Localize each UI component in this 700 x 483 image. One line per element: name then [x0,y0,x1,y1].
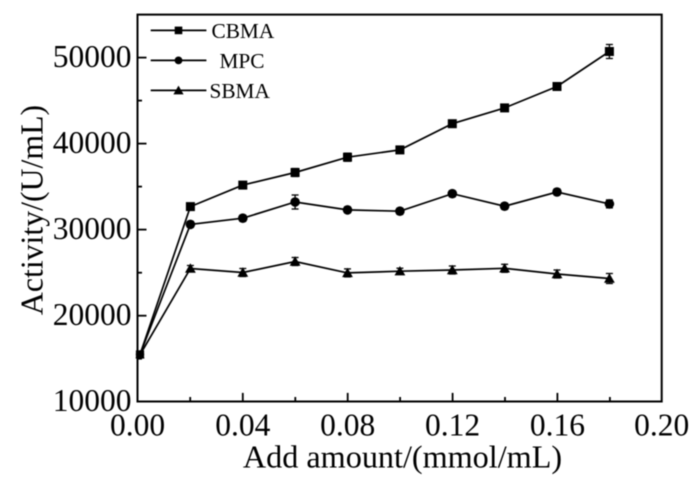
svg-text:0.20: 0.20 [634,408,689,443]
svg-text:0.04: 0.04 [215,408,270,443]
svg-text:0.00: 0.00 [110,408,165,443]
svg-text:20000: 20000 [53,297,132,332]
svg-text:CBMA: CBMA [212,19,275,43]
svg-text:50000: 50000 [53,39,132,74]
svg-text:10000: 10000 [53,383,132,418]
svg-text:30000: 30000 [53,211,132,246]
svg-text:0.08: 0.08 [320,408,375,443]
svg-text:40000: 40000 [53,125,132,160]
svg-text:MPC: MPC [220,49,265,73]
svg-text:0.16: 0.16 [530,408,585,443]
svg-text:Add amount/(mmol/mL): Add amount/(mmol/mL) [243,439,562,475]
svg-text:Activity/(U/mL): Activity/(U/mL) [15,105,50,315]
svg-text:SBMA: SBMA [210,79,271,103]
svg-text:0.12: 0.12 [425,408,480,443]
